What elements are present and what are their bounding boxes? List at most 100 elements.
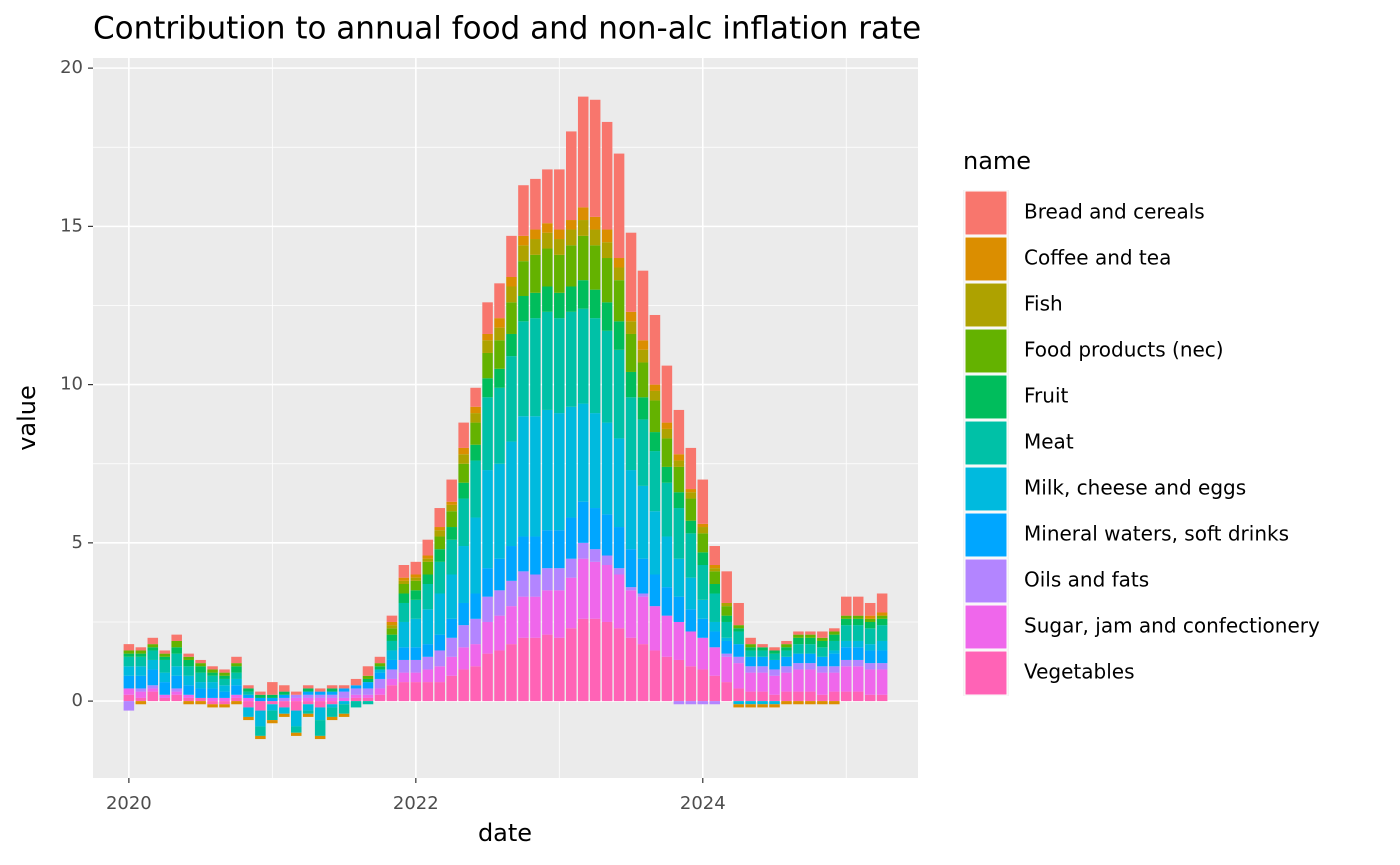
bar-segment [566, 245, 577, 287]
bar-segment [267, 710, 278, 721]
bar-segment [494, 318, 505, 328]
bar-segment [147, 688, 159, 692]
bar-segment [314, 688, 326, 692]
bar-segment [852, 647, 864, 660]
bar-segment [350, 694, 362, 698]
x-tick-label: 2024 [680, 793, 726, 814]
bar-segment [661, 587, 673, 616]
bar-segment [231, 656, 242, 664]
bar-segment [566, 628, 577, 702]
bar-segment [554, 318, 565, 414]
y-tick-label: 0 [72, 690, 83, 711]
bar-segment [829, 691, 840, 702]
bar-segment [601, 422, 613, 515]
legend-label: Vegetables [1024, 660, 1135, 684]
bar-segment [171, 694, 182, 702]
bar-segment [625, 333, 637, 372]
bar-segment [291, 694, 302, 698]
bar-segment [661, 482, 673, 537]
bar-segment [697, 552, 709, 566]
bar-segment [876, 618, 888, 626]
bar-segment [291, 732, 302, 736]
bar-segment [589, 289, 601, 319]
bar-segment [135, 650, 147, 654]
bar-segment [219, 675, 230, 679]
bar-segment [410, 561, 422, 575]
bar-segment [482, 302, 493, 334]
bar-segment [709, 571, 720, 584]
bar-segment [434, 634, 445, 651]
bar-segment [649, 390, 661, 401]
bar-segment [852, 691, 864, 702]
bar-segment [769, 647, 780, 651]
bar-segment [721, 653, 732, 657]
bar-segment [709, 675, 720, 702]
bar-segment [135, 701, 147, 705]
bar-segment [183, 656, 194, 660]
bar-segment [577, 235, 589, 281]
bar-segment [577, 501, 589, 543]
bar-segment [685, 631, 697, 667]
bar-segment [661, 615, 673, 657]
bar-segment [709, 583, 720, 594]
bar-segment [601, 555, 613, 566]
bar-segment [350, 701, 362, 708]
bar-segment [410, 574, 422, 578]
bar-segment [207, 666, 218, 670]
bar-segment [721, 606, 732, 616]
bar-segment [350, 688, 362, 695]
bar-segment [601, 330, 613, 423]
bar-segment [470, 460, 481, 518]
bar-segment [506, 333, 517, 357]
legend-label: Oils and fats [1024, 568, 1149, 592]
bar-segment [769, 701, 780, 705]
bar-segment [709, 701, 720, 705]
bar-segment [829, 666, 840, 673]
bar-segment [530, 637, 541, 702]
bar-segment [135, 647, 147, 651]
bar-segment [864, 669, 876, 695]
bar-segment [159, 672, 170, 683]
bar-segment [518, 245, 529, 262]
bar-segment [864, 628, 876, 645]
bar-segment [793, 691, 804, 702]
bar-segment [243, 701, 254, 708]
bar-segment [422, 574, 434, 584]
bar-segment [577, 403, 589, 502]
legend-swatch [964, 512, 1008, 558]
bar-segment [864, 663, 876, 670]
bar-segment [876, 640, 888, 651]
bar-segment [577, 280, 589, 309]
bar-segment [398, 682, 410, 702]
bar-segment [757, 672, 768, 692]
bar-segment [219, 678, 230, 686]
bar-segment [219, 704, 230, 708]
bar-segment [159, 650, 170, 654]
bar-segment [243, 707, 254, 717]
bar-segment [410, 647, 422, 660]
bar-segment [530, 536, 541, 575]
legend-swatch [964, 328, 1008, 374]
bar-segment [589, 318, 601, 414]
bar-segment [410, 599, 422, 619]
bar-segment [637, 270, 649, 341]
bar-segment [374, 694, 386, 702]
bar-segment [757, 704, 768, 708]
bar-segment [183, 666, 194, 676]
bar-segment [661, 466, 673, 483]
bar-segment [147, 650, 159, 660]
bar-segment [302, 697, 314, 702]
bar-segment [207, 704, 218, 708]
bar-segment [291, 710, 302, 727]
bar-segment [589, 618, 601, 702]
bar-segment [793, 644, 804, 654]
bar-segment [852, 625, 864, 641]
bar-segment [159, 697, 170, 702]
bar-segment [661, 536, 673, 588]
bar-segment [876, 625, 888, 641]
bar-segment [195, 663, 206, 667]
bar-segment [506, 441, 517, 547]
bar-segment [314, 735, 326, 740]
bar-segment [566, 517, 577, 559]
